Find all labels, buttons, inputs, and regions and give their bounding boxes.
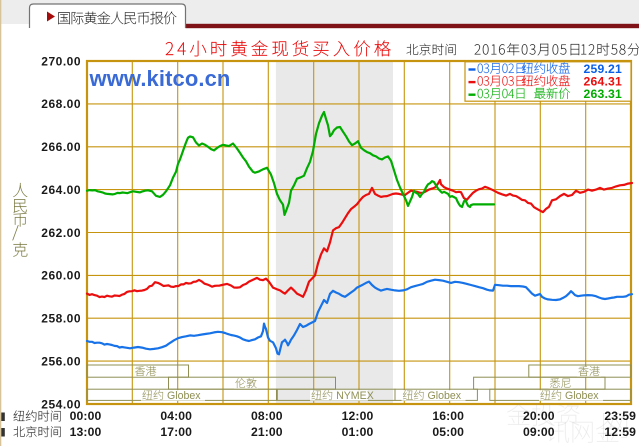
svg-text:16:00: 16:00 xyxy=(432,409,464,423)
svg-text:20:00: 20:00 xyxy=(523,409,555,423)
svg-text:254.00: 254.00 xyxy=(41,397,81,411)
svg-text:NYMEX: NYMEX xyxy=(336,390,374,402)
svg-text:01:00: 01:00 xyxy=(342,425,374,439)
svg-text:00:00: 00:00 xyxy=(70,409,102,423)
svg-text:www.kitco.cn: www.kitco.cn xyxy=(89,66,231,91)
svg-text:263.31: 263.31 xyxy=(584,87,622,101)
svg-text:08:00: 08:00 xyxy=(251,409,283,423)
svg-text:258.00: 258.00 xyxy=(41,312,81,326)
svg-text:259.21: 259.21 xyxy=(584,62,622,76)
svg-text:Globex: Globex xyxy=(167,390,201,402)
svg-text:23:59: 23:59 xyxy=(604,409,636,423)
svg-text:264.00: 264.00 xyxy=(41,183,81,197)
svg-text:17:00: 17:00 xyxy=(160,425,192,439)
svg-text:Globex: Globex xyxy=(565,390,599,402)
svg-text:Globex: Globex xyxy=(428,390,462,402)
svg-text:13:00: 13:00 xyxy=(70,425,102,439)
svg-text:264.31: 264.31 xyxy=(584,74,622,88)
svg-text:04:00: 04:00 xyxy=(160,409,192,423)
svg-text:270.00: 270.00 xyxy=(41,54,81,68)
svg-text:268.00: 268.00 xyxy=(41,97,81,111)
svg-text:260.00: 260.00 xyxy=(41,269,81,283)
svg-text:262.00: 262.00 xyxy=(41,226,81,240)
svg-text:05:00: 05:00 xyxy=(432,425,464,439)
svg-text:256.00: 256.00 xyxy=(41,354,81,368)
svg-text:21:00: 21:00 xyxy=(251,425,283,439)
svg-text:266.00: 266.00 xyxy=(41,140,81,154)
svg-text:12:00: 12:00 xyxy=(342,409,374,423)
svg-text:12:59: 12:59 xyxy=(604,425,636,439)
svg-text:09:00: 09:00 xyxy=(523,425,555,439)
